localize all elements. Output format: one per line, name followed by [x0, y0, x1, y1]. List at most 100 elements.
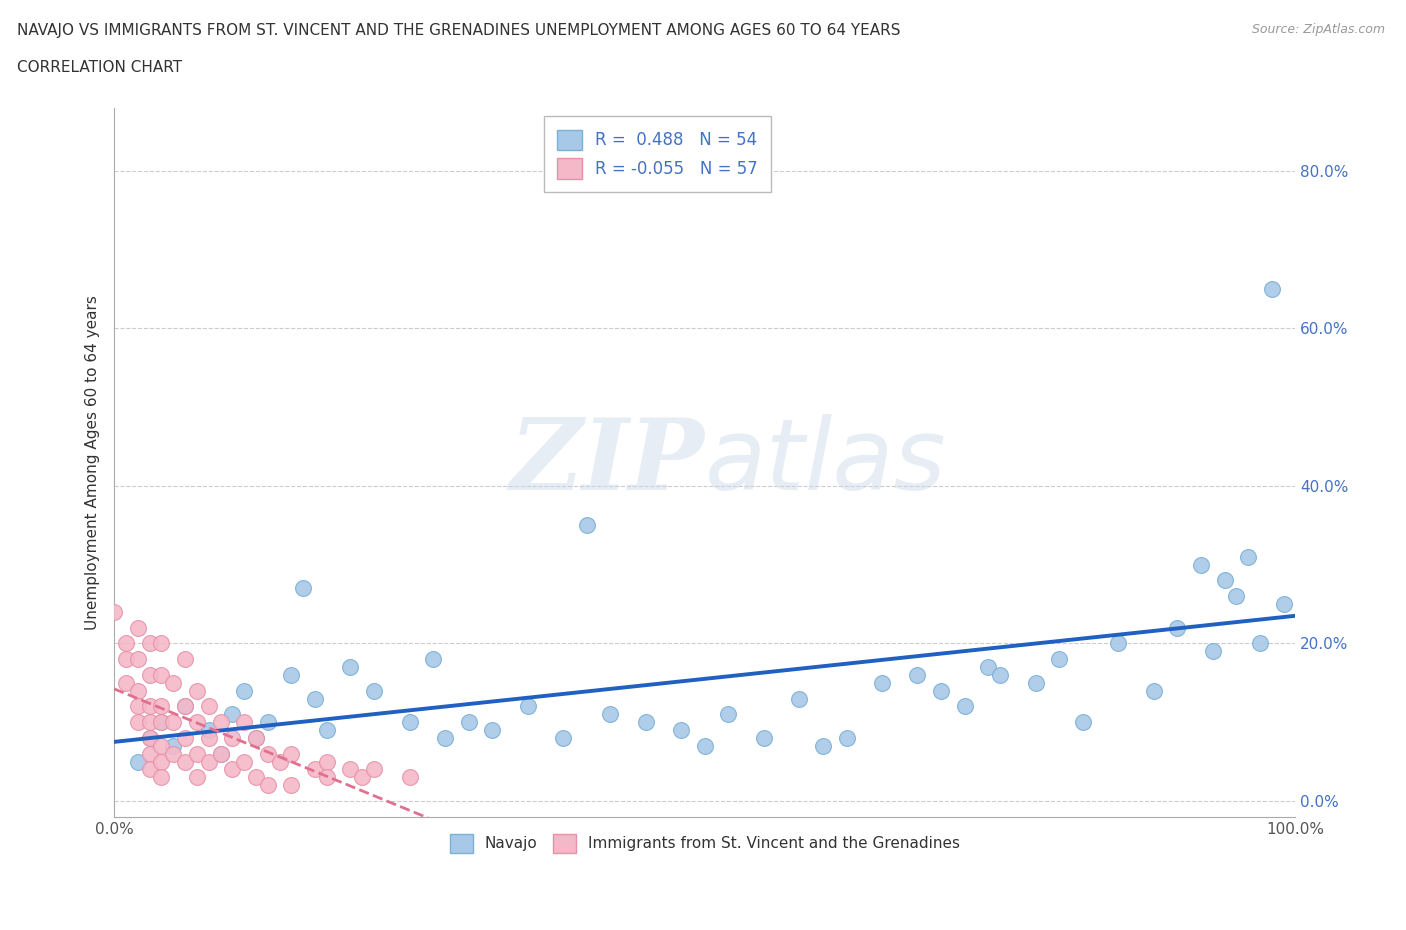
- Point: [280, 746, 302, 761]
- Point: [197, 723, 219, 737]
- Point: [669, 723, 692, 737]
- Point: [315, 723, 337, 737]
- Point: [138, 699, 160, 714]
- Point: [551, 731, 574, 746]
- Point: [304, 691, 326, 706]
- Point: [245, 770, 267, 785]
- Point: [516, 699, 538, 714]
- Point: [221, 707, 243, 722]
- Point: [162, 675, 184, 690]
- Point: [1071, 715, 1094, 730]
- Point: [363, 762, 385, 777]
- Point: [977, 659, 1000, 674]
- Point: [693, 738, 716, 753]
- Point: [127, 652, 149, 667]
- Point: [575, 518, 598, 533]
- Point: [1213, 573, 1236, 588]
- Point: [138, 731, 160, 746]
- Point: [186, 715, 208, 730]
- Point: [127, 684, 149, 698]
- Point: [870, 675, 893, 690]
- Point: [398, 715, 420, 730]
- Point: [398, 770, 420, 785]
- Point: [315, 754, 337, 769]
- Point: [717, 707, 740, 722]
- Point: [115, 675, 138, 690]
- Point: [150, 699, 173, 714]
- Point: [811, 738, 834, 753]
- Point: [162, 715, 184, 730]
- Legend: Navajo, Immigrants from St. Vincent and the Grenadines: Navajo, Immigrants from St. Vincent and …: [443, 828, 966, 858]
- Point: [363, 684, 385, 698]
- Point: [599, 707, 621, 722]
- Point: [221, 762, 243, 777]
- Point: [138, 746, 160, 761]
- Point: [953, 699, 976, 714]
- Point: [150, 715, 173, 730]
- Point: [186, 684, 208, 698]
- Point: [174, 731, 197, 746]
- Point: [150, 668, 173, 683]
- Y-axis label: Unemployment Among Ages 60 to 64 years: Unemployment Among Ages 60 to 64 years: [86, 295, 100, 630]
- Point: [1166, 620, 1188, 635]
- Point: [1237, 550, 1260, 565]
- Point: [292, 581, 315, 596]
- Point: [127, 715, 149, 730]
- Point: [127, 754, 149, 769]
- Point: [150, 738, 173, 753]
- Point: [1143, 684, 1166, 698]
- Point: [422, 652, 444, 667]
- Point: [127, 699, 149, 714]
- Point: [315, 770, 337, 785]
- Point: [233, 754, 256, 769]
- Point: [304, 762, 326, 777]
- Point: [186, 770, 208, 785]
- Point: [103, 604, 125, 619]
- Point: [280, 668, 302, 683]
- Point: [162, 746, 184, 761]
- Point: [209, 746, 232, 761]
- Point: [162, 738, 184, 753]
- Point: [221, 731, 243, 746]
- Point: [835, 731, 858, 746]
- Point: [209, 715, 232, 730]
- Point: [280, 777, 302, 792]
- Point: [186, 746, 208, 761]
- Point: [197, 754, 219, 769]
- Point: [634, 715, 657, 730]
- Point: [174, 754, 197, 769]
- Point: [1047, 652, 1070, 667]
- Point: [269, 754, 291, 769]
- Point: [197, 731, 219, 746]
- Point: [209, 746, 232, 761]
- Point: [1189, 557, 1212, 572]
- Point: [233, 684, 256, 698]
- Point: [1025, 675, 1047, 690]
- Point: [115, 636, 138, 651]
- Point: [1249, 636, 1271, 651]
- Point: [433, 731, 456, 746]
- Point: [1107, 636, 1129, 651]
- Point: [138, 731, 160, 746]
- Point: [789, 691, 811, 706]
- Text: Source: ZipAtlas.com: Source: ZipAtlas.com: [1251, 23, 1385, 36]
- Point: [138, 715, 160, 730]
- Point: [481, 723, 503, 737]
- Text: atlas: atlas: [704, 414, 946, 511]
- Point: [339, 659, 361, 674]
- Point: [150, 770, 173, 785]
- Point: [457, 715, 479, 730]
- Point: [1202, 644, 1225, 658]
- Point: [138, 636, 160, 651]
- Point: [174, 699, 197, 714]
- Point: [752, 731, 775, 746]
- Point: [352, 770, 374, 785]
- Point: [907, 668, 929, 683]
- Point: [127, 620, 149, 635]
- Point: [150, 715, 173, 730]
- Point: [233, 715, 256, 730]
- Point: [174, 652, 197, 667]
- Point: [245, 731, 267, 746]
- Point: [1272, 597, 1295, 612]
- Point: [1225, 589, 1247, 604]
